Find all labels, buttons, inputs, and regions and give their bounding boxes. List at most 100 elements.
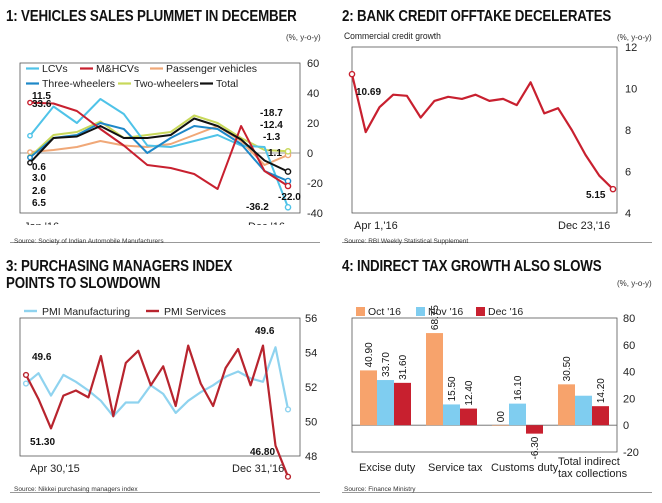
y-tick-label: 10 (625, 84, 637, 96)
y-tick-label: 12 (625, 42, 637, 54)
bar-value-label: 31.60 (398, 354, 409, 379)
end-marker (284, 203, 292, 211)
legend-label: PMI Services (164, 306, 226, 318)
start-value-label: 6.5 (32, 198, 46, 209)
start-marker (27, 154, 33, 161)
chart-bank-credit: 12 10 8 6 4 Apr 1,'16 Dec 23,'16 10.69 5.15 (348, 42, 637, 232)
y-tick-label: 0 (307, 148, 313, 160)
y-tick-label: -20 (623, 447, 639, 459)
series-line (29, 117, 289, 173)
start-marker (27, 132, 33, 139)
legend-label: Oct '16 (368, 306, 401, 318)
legend-label: Two-wheelers (134, 78, 199, 90)
bar (377, 380, 394, 426)
end-value-label: -22.0 (278, 192, 301, 203)
start-marker (27, 149, 33, 156)
y-tick-label: 40 (623, 367, 635, 379)
end-value-label: -12.4 (260, 120, 283, 131)
source-note: Source: Finance Ministry (344, 486, 416, 493)
start-value-label: 3.0 (32, 173, 46, 184)
start-value-label: 0.6 (32, 162, 46, 173)
bar-value-label: 16.10 (513, 375, 524, 400)
bar-value-label: 00 (496, 411, 507, 423)
panel-title-line2: POINTS TO SLOWDOWN (6, 275, 161, 292)
series-line (25, 344, 290, 478)
y-tick-label: 8 (625, 125, 631, 137)
start-marker (27, 159, 33, 166)
start-value-label: 10.69 (356, 87, 381, 98)
bar-value-label: 14.20 (596, 378, 607, 403)
x-tick-label: Jan '16 (24, 221, 59, 225)
bar (426, 333, 443, 426)
legend-swatch (476, 307, 485, 316)
panel-title: 4: INDIRECT TAX GROWTH ALSO SLOWS (342, 258, 602, 275)
category-label: Customs duty (491, 462, 559, 474)
category-label: Service tax (428, 462, 483, 474)
series-line (29, 122, 289, 183)
source-note: Source: Society of Indian Automobile Man… (14, 238, 164, 245)
panel-bank-credit: 2: BANK CREDIT OFFTAKE DECELERATES Comme… (332, 0, 662, 252)
chart-vehicle-sales: 60 40 20 0 -20 -40 Jan '16 Dec '16 LCVs M&HCVs Pas… (19, 58, 323, 225)
legend-label: Passenger vehicles (166, 63, 257, 75)
series-line (29, 101, 289, 190)
category-label: Excise duty (359, 462, 416, 474)
legend-label: Total (216, 78, 238, 90)
x-tick-label: Apr 1,'16 (354, 220, 398, 232)
panel-title: 2: BANK CREDIT OFFTAKE DECELERATES (342, 8, 612, 25)
end-marker (609, 185, 617, 193)
panel-vehicle-sales: 1: VEHICLES SALES PLUMMET IN DECEMBER (%… (0, 0, 332, 252)
bar (360, 370, 377, 426)
start-marker (27, 99, 33, 106)
bar-value-label: 33.70 (381, 352, 392, 377)
bar (558, 384, 575, 426)
y-tick-label: 40 (307, 88, 319, 100)
legend-label: Dec '16 (488, 306, 523, 318)
plot-frame (351, 317, 618, 453)
annotation-label: 51.30 (30, 437, 55, 448)
start-marker (348, 70, 356, 78)
annotation-label: 46.80 (250, 447, 275, 458)
bar (575, 395, 592, 426)
legend-label: Nov '16 (428, 306, 463, 318)
legend-label: M&HCVs (96, 63, 139, 75)
bar (592, 406, 609, 426)
y-tick-label: 20 (307, 118, 319, 130)
category-label-line1: Total indirect (558, 456, 620, 468)
end-marker (284, 182, 292, 190)
panel-pmi: 3: PURCHASING MANAGERS INDEX POINTS TO S… (0, 252, 332, 503)
plot-frame (19, 62, 301, 214)
panel-indirect-tax: 4: INDIRECT TAX GROWTH ALSO SLOWS (%, y-… (332, 252, 662, 503)
y-tick-label: 6 (625, 167, 631, 179)
end-value-label: -18.7 (260, 108, 283, 119)
credit-line (350, 73, 614, 190)
y-tick-label: 80 (623, 313, 635, 325)
y-tick-label: 52 (305, 382, 317, 394)
end-marker (284, 148, 292, 155)
unit-label: (%, y-o-y) (286, 33, 321, 42)
unit-label: (%, y-o-y) (617, 279, 652, 288)
y-tick-label: 60 (307, 58, 319, 70)
bar (509, 403, 526, 426)
y-tick-label: 4 (625, 208, 631, 220)
bar-value-label: 15.50 (447, 376, 458, 401)
bar-value-label: 30.50 (562, 356, 573, 381)
y-tick-label: 50 (305, 417, 317, 429)
y-tick-label: -20 (307, 178, 323, 190)
bar (394, 382, 411, 426)
start-value-label: 2.6 (32, 186, 46, 197)
bar (492, 425, 509, 426)
x-tick-label: Dec 23,'16 (558, 220, 610, 232)
y-tick-label: 56 (305, 313, 317, 325)
end-value-label: -36.2 (246, 202, 269, 213)
series-line (29, 114, 289, 158)
bar-value-label: 40.90 (364, 342, 375, 367)
start-marker (22, 371, 30, 379)
end-marker (284, 473, 292, 480)
legend-label: LCVs (42, 63, 68, 75)
start-value-label: 11.5 (32, 91, 51, 102)
y-tick-label: 0 (623, 420, 629, 432)
legend-swatch (416, 307, 425, 316)
plot-frame (19, 317, 301, 457)
y-tick-label: 54 (305, 348, 317, 360)
y-tick-label: 20 (623, 393, 635, 405)
